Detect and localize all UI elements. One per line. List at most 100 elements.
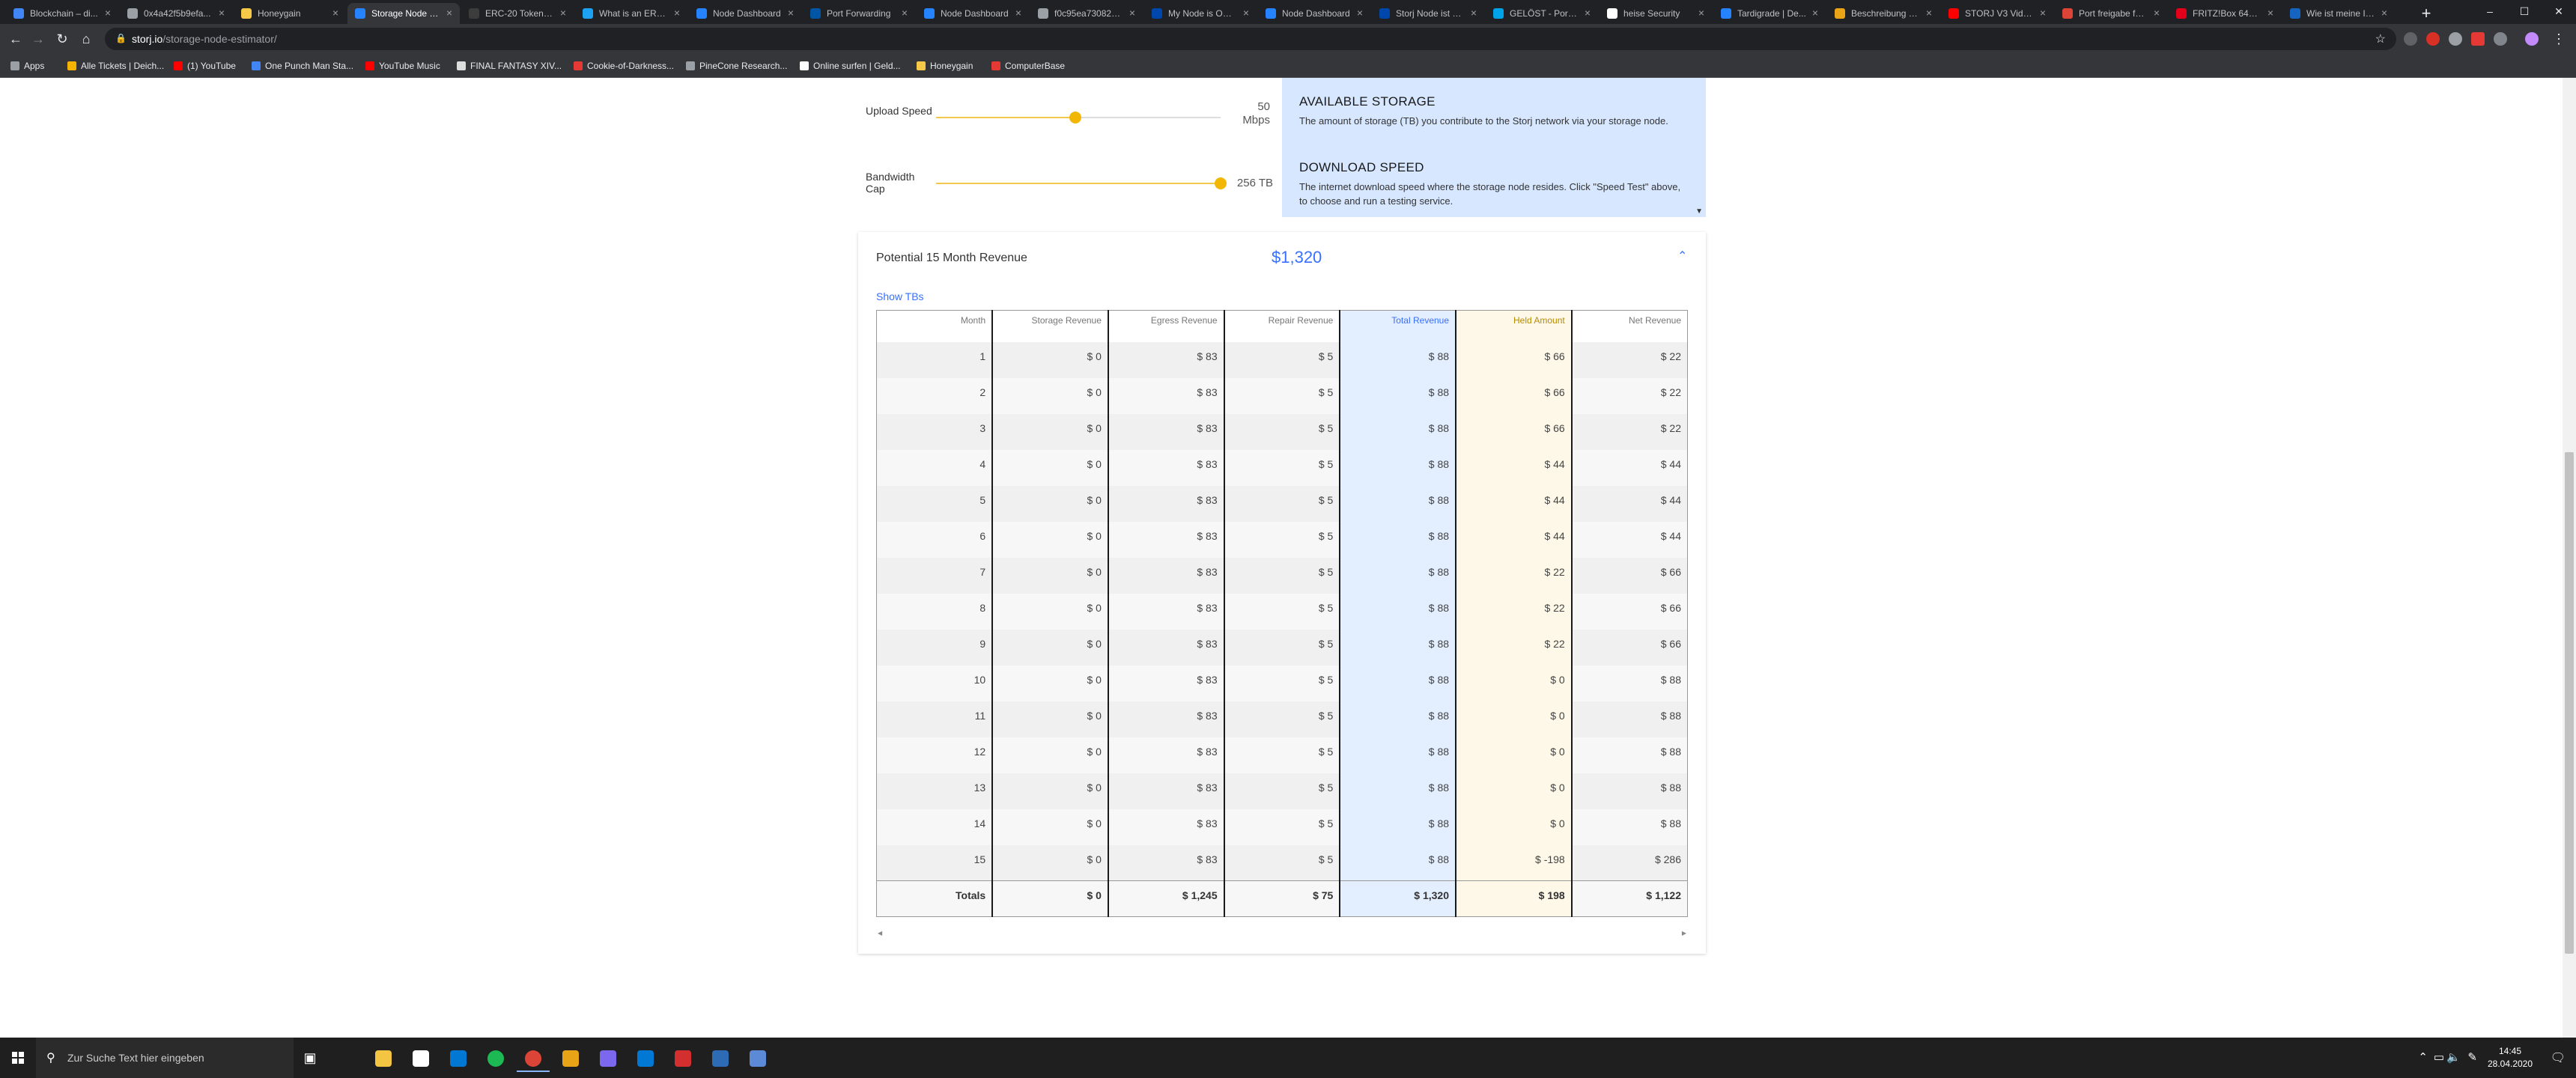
start-button[interactable] (0, 1038, 36, 1078)
tray-pen-icon[interactable]: ✎ (2467, 1051, 2477, 1064)
taskbar-file-explorer-icon[interactable] (367, 1044, 400, 1072)
bookmark-item[interactable]: Honeygain (917, 60, 973, 72)
taskbar-chrome-icon[interactable] (517, 1044, 550, 1072)
upload-speed-track[interactable] (936, 117, 1075, 118)
bookmark-item[interactable]: One Punch Man Sta... (252, 60, 353, 72)
taskbar-app-orange-icon[interactable] (554, 1044, 587, 1072)
tab-close-icon[interactable]: × (1356, 7, 1363, 19)
page-scrollbar[interactable] (2563, 78, 2576, 1038)
taskbar-spotify-icon[interactable] (479, 1044, 512, 1072)
bookmark-item[interactable]: Apps (10, 60, 44, 72)
bandwidth-cap-handle[interactable] (1215, 177, 1227, 189)
scroll-left-icon[interactable]: ◀ (878, 930, 883, 937)
taskbar-clock[interactable]: 14:45 28.04.2020 (2487, 1046, 2533, 1069)
page-scrollbar-thumb[interactable] (2565, 452, 2574, 954)
bookmark-item[interactable]: PineCone Research... (686, 60, 787, 72)
tab-close-icon[interactable]: × (1698, 7, 1704, 19)
tab-close-icon[interactable]: × (2039, 7, 2046, 19)
bookmark-item[interactable]: YouTube Music (365, 60, 440, 72)
show-tbs-link[interactable]: Show TBs (876, 290, 924, 302)
notification-center-icon[interactable]: 🗨 (2550, 1052, 2566, 1065)
browser-tab[interactable]: Beschreibung de... × (1827, 3, 1939, 24)
bookmark-item[interactable]: Online surfen | Geld... (800, 60, 901, 72)
tab-close-icon[interactable]: × (332, 7, 338, 19)
maximize-window-icon[interactable]: ☐ (2519, 5, 2530, 17)
browser-tab[interactable]: f0c95ea73082d... × (1030, 3, 1143, 24)
extension-settings-icon[interactable] (2494, 32, 2507, 46)
minimize-window-icon[interactable]: – (2487, 5, 2493, 17)
tab-close-icon[interactable]: × (1015, 7, 1021, 19)
browser-tab[interactable]: heise Security × (1600, 3, 1712, 24)
browser-tab[interactable]: STORJ V3 Video... × (1941, 3, 2053, 24)
tab-close-icon[interactable]: × (2381, 7, 2387, 19)
bandwidth-cap-track[interactable] (936, 183, 1221, 184)
taskbar-store-icon[interactable] (404, 1044, 437, 1072)
bookmark-item[interactable]: Alle Tickets | Deich... (67, 60, 164, 72)
browser-tab[interactable]: Storage Node E... × (347, 3, 460, 24)
tray-chevron-up-icon[interactable]: ⌃ (2418, 1051, 2428, 1064)
browser-tab[interactable]: Tardigrade | De... × (1713, 3, 1826, 24)
browser-tab[interactable]: What is an ERC-... × (575, 3, 687, 24)
browser-tab[interactable]: Port Forwarding × (803, 3, 915, 24)
browser-tab[interactable]: Node Dashboard × (689, 3, 801, 24)
close-window-icon[interactable]: ✕ (2554, 5, 2563, 17)
taskbar-app-red-icon[interactable] (666, 1044, 699, 1072)
tab-close-icon[interactable]: × (1242, 7, 1249, 19)
browser-tab[interactable]: Port freigabe für... × (2055, 3, 2167, 24)
back-icon[interactable]: ← (9, 31, 22, 46)
tab-close-icon[interactable]: × (787, 7, 794, 19)
menu-dots-icon[interactable]: ⋮ (2552, 31, 2566, 46)
bookmark-item[interactable]: Cookie-of-Darkness... (574, 60, 674, 72)
tab-close-icon[interactable]: × (673, 7, 680, 19)
tab-close-icon[interactable]: × (1811, 7, 1818, 19)
browser-tab[interactable]: FRITZ!Box 6490... × (2169, 3, 2281, 24)
tab-close-icon[interactable]: × (104, 7, 111, 19)
browser-tab[interactable]: Storj Node ist na... × (1372, 3, 1484, 24)
browser-tab[interactable]: Node Dashboard × (917, 3, 1029, 24)
home-icon[interactable]: ⌂ (82, 31, 91, 46)
tab-close-icon[interactable]: × (218, 7, 225, 19)
profile-avatar[interactable] (2525, 32, 2539, 46)
extension-grey-icon[interactable] (2449, 32, 2462, 46)
tab-close-icon[interactable]: × (1925, 7, 1932, 19)
url-text[interactable]: storj.io/storage-node-estimator/ (132, 33, 277, 45)
browser-tab[interactable]: 0x4a42f5b9efa... × (120, 3, 232, 24)
tab-close-icon[interactable]: × (1584, 7, 1591, 19)
browser-tab[interactable]: GELÖST - Port F... × (1486, 3, 1598, 24)
tray-network-icon[interactable]: ▭ (2433, 1051, 2444, 1064)
bookmark-star-icon[interactable]: ☆ (2375, 33, 2386, 46)
tray-volume-icon[interactable]: 🔈 (2446, 1051, 2461, 1064)
upload-speed-track-rest[interactable] (1075, 117, 1221, 118)
browser-tab[interactable]: Node Dashboard × (1258, 3, 1370, 24)
new-tab-plus-icon[interactable]: + (2421, 4, 2431, 22)
reload-icon[interactable]: ↻ (56, 31, 68, 46)
address-bar[interactable]: 🔒 storj.io/storage-node-estimator/ ☆ (105, 28, 2396, 50)
tab-close-icon[interactable]: × (2153, 7, 2160, 19)
taskbar-task-view-icon[interactable]: ▣ (294, 1044, 326, 1072)
upload-speed-handle[interactable] (1069, 112, 1081, 124)
tab-close-icon[interactable]: × (901, 7, 908, 19)
browser-tab[interactable]: Blockchain – di... × (6, 3, 118, 24)
taskbar-powershell-icon[interactable] (704, 1044, 737, 1072)
extension-red-icon[interactable] (2426, 32, 2440, 46)
forward-icon[interactable]: → (31, 31, 45, 46)
scroll-right-icon[interactable]: ▶ (1681, 930, 1686, 937)
browser-tab[interactable]: My Node is OFF... × (1144, 3, 1257, 24)
tab-close-icon[interactable]: × (1128, 7, 1135, 19)
browser-tab[interactable]: ERC-20 Token St... × (461, 3, 574, 24)
tab-close-icon[interactable]: × (446, 7, 452, 19)
tab-close-icon[interactable]: × (2267, 7, 2273, 19)
taskbar-mail-icon[interactable] (442, 1044, 475, 1072)
extension-icon[interactable] (2404, 32, 2417, 46)
collapse-chevron-up-icon[interactable]: ⌃ (1677, 250, 1688, 263)
bookmark-item[interactable]: (1) YouTube (174, 60, 236, 72)
taskbar-search-box[interactable]: ⚲ Zur Suche Text hier eingeben (36, 1038, 294, 1078)
tab-close-icon[interactable]: × (559, 7, 566, 19)
bookmark-item[interactable]: FINAL FANTASY XIV... (457, 60, 562, 72)
taskbar-app-purple-icon[interactable] (592, 1044, 625, 1072)
tab-close-icon[interactable]: × (1470, 7, 1477, 19)
browser-tab[interactable]: Honeygain × (234, 3, 346, 24)
taskbar-app-blue-icon[interactable] (741, 1044, 774, 1072)
acrobat-icon[interactable] (2471, 32, 2485, 46)
taskbar-settings-icon[interactable] (629, 1044, 662, 1072)
